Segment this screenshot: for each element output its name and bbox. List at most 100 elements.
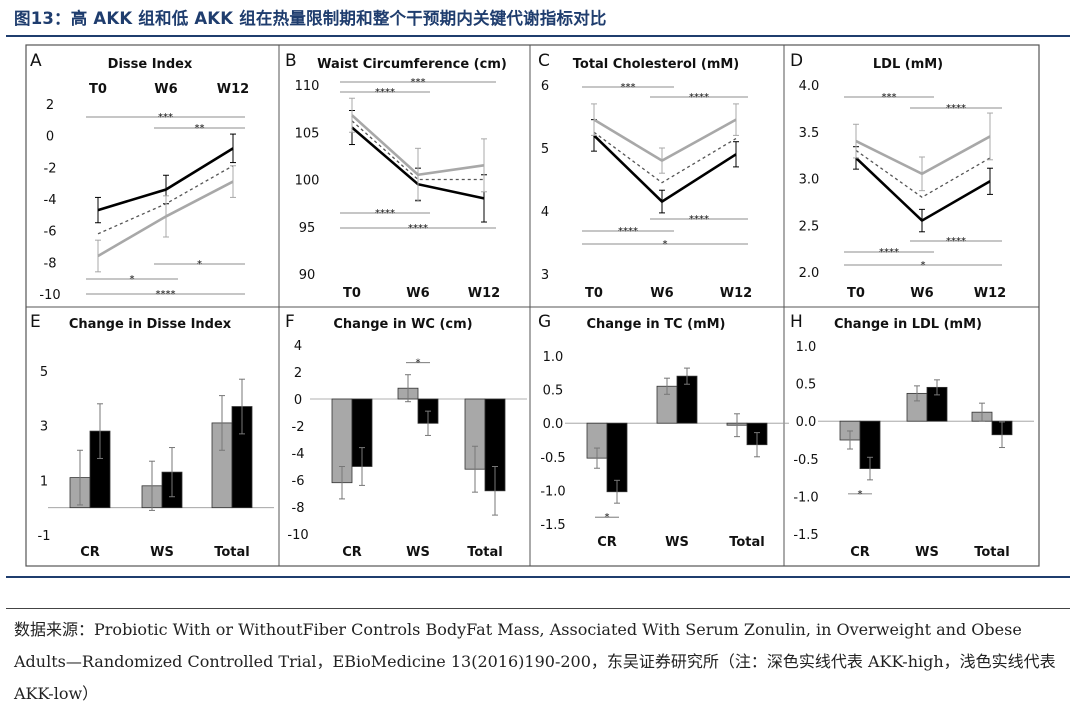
y-tick-label: 2 — [294, 366, 302, 381]
x-tick-label: W12 — [720, 286, 752, 301]
y-tick-label: 6 — [541, 79, 549, 94]
significance-label: **** — [156, 289, 176, 300]
x-tick-label: CR — [597, 535, 617, 550]
series-line — [593, 131, 737, 184]
y-tick-label: 4 — [294, 339, 302, 354]
significance-label: *** — [411, 77, 426, 88]
significance-label: **** — [408, 223, 428, 234]
y-tick-label: 90 — [299, 268, 316, 283]
panel-letter: B — [285, 51, 297, 71]
y-tick-label: 1 — [40, 474, 48, 489]
x-tick-label: CR — [80, 545, 100, 560]
figure-title: 图13：高 AKK 组和低 AKK 组在热量限制期和整个干预期内关键代谢指标对比 — [14, 9, 607, 28]
panel-letter: F — [285, 312, 295, 332]
y-tick-label: -10 — [287, 528, 308, 543]
y-tick-label: -1.5 — [540, 518, 565, 533]
y-tick-label: -4 — [292, 447, 305, 462]
significance-label: **** — [618, 226, 638, 237]
y-tick-label: 5 — [541, 142, 549, 157]
y-tick-label: 3 — [40, 420, 48, 435]
significance-label: **** — [689, 92, 709, 103]
x-tick-label: W6 — [406, 286, 429, 301]
panel-title: Change in LDL (mM) — [834, 317, 982, 332]
y-tick-label: 0.0 — [543, 417, 564, 432]
series-line — [855, 135, 991, 176]
significance-label: **** — [375, 208, 395, 219]
panel-letter: H — [790, 312, 803, 332]
panel-title: Disse Index — [108, 57, 193, 72]
x-tick-label: T0 — [847, 286, 865, 301]
y-tick-label: 95 — [299, 221, 316, 236]
y-tick-label: -0.5 — [540, 451, 565, 466]
panel-title: Total Cholesterol (mM) — [573, 57, 740, 72]
panel-letter: G — [538, 312, 551, 332]
x-tick-label: Total — [214, 545, 250, 560]
y-tick-label: -1.0 — [540, 484, 565, 499]
source-note: 数据来源：Probiotic With or WithoutFiber Cont… — [14, 614, 1059, 710]
significance-label: * — [130, 274, 135, 285]
y-tick-label: 2 — [46, 98, 54, 113]
series-line — [855, 149, 991, 198]
significance-label: **** — [375, 87, 395, 98]
x-tick-label: CR — [850, 545, 870, 560]
panel-letter: A — [30, 51, 42, 71]
y-tick-label: 3 — [541, 268, 549, 283]
significance-label: * — [197, 259, 202, 270]
y-tick-label: 4.0 — [799, 79, 820, 94]
y-tick-label: -1.0 — [793, 490, 818, 505]
title-rule — [6, 35, 1070, 37]
significance-label: **** — [689, 214, 709, 225]
y-tick-label: -6 — [292, 474, 305, 489]
significance-label: * — [921, 260, 926, 271]
x-tick-label: Total — [974, 545, 1010, 560]
x-tick-label: W12 — [974, 286, 1006, 301]
x-tick-label: WS — [665, 535, 689, 550]
figure-bottom-rule — [6, 576, 1070, 578]
y-tick-label: 0.5 — [796, 378, 817, 393]
significance-label: * — [858, 489, 863, 500]
series-line — [351, 120, 484, 181]
significance-label: **** — [879, 247, 899, 258]
source-prefix: 数据来源： — [14, 620, 95, 639]
significance-label: **** — [946, 236, 966, 247]
y-tick-label: 100 — [295, 174, 320, 189]
x-tick-label: W6 — [650, 286, 673, 301]
x-tick-label: Total — [467, 545, 503, 560]
x-tick-label: T0 — [585, 286, 603, 301]
x-tick-label: CR — [342, 545, 362, 560]
x-tick-label: T0 — [89, 82, 107, 97]
panel-title: LDL (mM) — [873, 57, 943, 72]
significance-label: **** — [946, 103, 966, 114]
x-tick-label: W12 — [468, 286, 500, 301]
y-tick-label: 2.0 — [799, 266, 820, 281]
significance-label: *** — [158, 112, 173, 123]
significance-label: *** — [882, 92, 897, 103]
panel-letter: C — [538, 51, 550, 71]
significance-label: * — [605, 512, 610, 523]
y-tick-label: -8 — [44, 256, 57, 271]
y-tick-label: 2.5 — [799, 219, 820, 234]
y-tick-label: -0.5 — [793, 453, 818, 468]
y-tick-label: -8 — [292, 501, 305, 516]
y-tick-label: -2 — [292, 420, 305, 435]
y-tick-label: 1.0 — [796, 340, 817, 355]
figure-frame — [25, 44, 1040, 567]
y-tick-label: 0.5 — [543, 384, 564, 399]
y-tick-label: -1.5 — [793, 528, 818, 543]
panel-title: Change in TC (mM) — [586, 317, 725, 332]
panel-title: Waist Circumference (cm) — [317, 57, 507, 72]
y-tick-label: -6 — [44, 225, 57, 240]
y-tick-label: 5 — [40, 365, 48, 380]
y-tick-label: 110 — [295, 79, 320, 94]
panel-letter: E — [30, 312, 41, 332]
y-tick-label: 0.0 — [796, 415, 817, 430]
y-tick-label: -2 — [44, 161, 57, 176]
y-tick-label: 0 — [294, 393, 302, 408]
x-tick-label: W12 — [217, 82, 249, 97]
significance-label: ** — [195, 123, 205, 134]
significance-label: *** — [621, 82, 636, 93]
x-tick-label: W6 — [910, 286, 933, 301]
panel-title: Change in WC (cm) — [333, 317, 472, 332]
y-tick-label: 3.0 — [799, 173, 820, 188]
